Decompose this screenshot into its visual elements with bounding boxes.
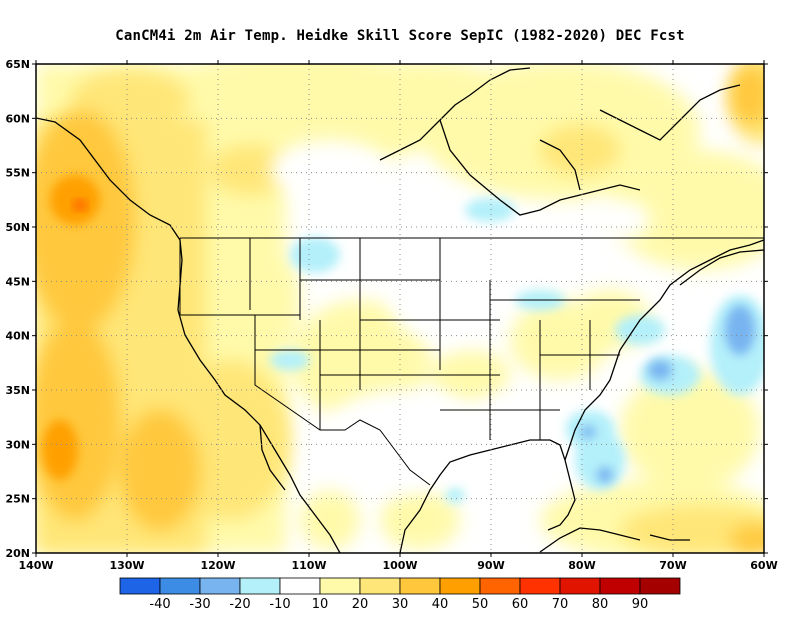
colorbar-label: 20	[352, 597, 369, 612]
longitude-labels: 140W 130W 120W 110W 100W 90W 80W 70W 60W	[18, 559, 777, 572]
lon-label: 120W	[200, 559, 235, 572]
coastlines	[36, 67, 764, 553]
colorbar	[119, 577, 681, 595]
lon-label: 100W	[382, 559, 417, 572]
lon-label: 80W	[568, 559, 595, 572]
colorbar-label: 30	[392, 597, 409, 612]
colorbar-label: 80	[592, 597, 609, 612]
colorbar-swatch	[119, 577, 161, 595]
colorbar-swatch	[159, 577, 201, 595]
axis-ticks	[32, 60, 768, 557]
lon-label: 130W	[109, 559, 144, 572]
lon-label: 110W	[291, 559, 326, 572]
colorbar-swatch	[559, 577, 601, 595]
lon-label: 90W	[477, 559, 504, 572]
map-title: CanCM4i 2m Air Temp. Heidke Skill Score …	[115, 28, 685, 44]
colorbar-label: 90	[632, 597, 649, 612]
colorbar-swatch	[479, 577, 521, 595]
colorbar-swatch	[239, 577, 281, 595]
lat-label: 40N	[5, 330, 30, 343]
lat-label: 25N	[5, 493, 30, 506]
colorbar-label: -30	[189, 597, 210, 612]
lon-label: 60W	[750, 559, 777, 572]
colorbar-swatch	[399, 577, 441, 595]
lat-label: 45N	[5, 275, 30, 288]
colorbar-label: 50	[472, 597, 489, 612]
lat-label: 60N	[5, 112, 30, 125]
lat-label: 30N	[5, 438, 30, 451]
colorbar-label: 70	[552, 597, 569, 612]
colorbar-swatch	[199, 577, 241, 595]
colorbar-labels: -40 -30 -20 -10 10 20 30 40 50 60 70 80 90	[149, 597, 648, 612]
lat-label: 20N	[5, 547, 30, 560]
colorbar-label: -40	[149, 597, 170, 612]
colorbar-swatch	[639, 577, 681, 595]
colorbar-label: -20	[229, 597, 250, 612]
lat-label: 35N	[5, 384, 30, 397]
colorbar-swatch	[319, 577, 361, 595]
colorbar-label: -10	[269, 597, 290, 612]
colorbar-label: 40	[432, 597, 449, 612]
lon-label: 70W	[659, 559, 686, 572]
colorbar-label: 60	[512, 597, 529, 612]
shaded-field	[36, 64, 764, 553]
latitude-labels: 65N 60N 55N 50N 45N 40N 35N 30N 25N 20N	[5, 58, 30, 560]
lon-label: 140W	[18, 559, 53, 572]
lat-label: 50N	[5, 221, 30, 234]
state-borders	[179, 237, 764, 486]
colorbar-swatch	[279, 577, 321, 595]
colorbar-swatch	[519, 577, 561, 595]
lat-label: 65N	[5, 58, 30, 71]
colorbar-label: 10	[312, 597, 329, 612]
colorbar-swatch	[599, 577, 641, 595]
lat-label: 55N	[5, 167, 30, 180]
colorbar-swatch	[439, 577, 481, 595]
colorbar-swatch	[359, 577, 401, 595]
